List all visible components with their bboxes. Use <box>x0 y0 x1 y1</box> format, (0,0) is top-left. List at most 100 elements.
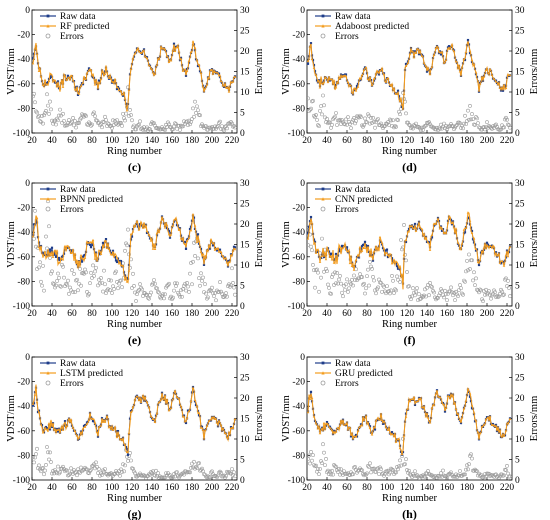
predicted-point <box>135 219 139 223</box>
predicted-point <box>227 90 231 93</box>
y2-axis-title: Errors/mm <box>254 222 265 268</box>
error-point <box>212 294 216 299</box>
error-point <box>208 287 212 292</box>
predicted-point <box>398 446 402 450</box>
predicted-point <box>71 248 75 251</box>
raw-point <box>363 66 367 69</box>
predicted-point <box>65 78 69 81</box>
predicted-point <box>209 237 213 241</box>
error-point <box>51 281 55 286</box>
error-point <box>59 284 63 289</box>
predicted-point <box>508 245 512 248</box>
x-tick-label: 160 <box>165 309 180 319</box>
error-point <box>167 122 171 127</box>
predicted-point <box>85 422 89 425</box>
raw-point <box>89 246 93 249</box>
predicted-point <box>314 421 318 425</box>
raw-point <box>98 253 102 256</box>
error-point <box>79 283 83 288</box>
error-point <box>372 119 376 124</box>
y2-tick-label: 0 <box>240 476 245 486</box>
error-point <box>404 457 408 462</box>
error-point <box>214 474 218 479</box>
predicted-point <box>123 443 127 446</box>
error-point <box>161 292 165 297</box>
predicted-point <box>384 426 388 429</box>
panel-label: (h) <box>402 507 417 520</box>
error-point <box>314 463 318 468</box>
x-tick-label: 160 <box>440 309 455 319</box>
error-point <box>116 286 120 291</box>
predicted-point <box>408 224 412 227</box>
legend-label: Raw data <box>335 12 371 22</box>
error-point <box>378 280 382 285</box>
predicted-point <box>448 396 452 400</box>
raw-point <box>188 227 192 231</box>
x-tick-label: 140 <box>420 136 435 146</box>
predicted-point <box>167 60 171 64</box>
predicted-point <box>458 69 462 73</box>
error-point <box>182 283 186 288</box>
predicted-point <box>181 69 185 72</box>
predicted-point <box>32 61 35 65</box>
predicted-point <box>107 425 111 429</box>
error-point <box>371 275 375 279</box>
raw-point <box>32 404 35 407</box>
error-point <box>133 471 137 476</box>
predicted-point <box>231 249 235 252</box>
error-point <box>315 117 319 122</box>
error-point <box>222 473 226 478</box>
error-point <box>326 121 330 126</box>
raw-point <box>182 414 186 417</box>
error-point <box>112 122 116 127</box>
raw-point <box>114 259 118 262</box>
predicted-point <box>490 73 494 76</box>
error-point <box>315 267 319 272</box>
error-point <box>338 273 342 278</box>
predicted-point <box>312 415 316 418</box>
raw-point <box>217 72 221 75</box>
error-point <box>327 286 331 290</box>
y2-tick-label: 10 <box>240 88 250 98</box>
predicted-point <box>113 252 117 255</box>
predicted-point <box>121 93 125 96</box>
predicted-point <box>426 66 430 69</box>
error-point <box>191 259 195 264</box>
error-point <box>222 128 226 133</box>
error-point <box>188 470 192 475</box>
raw-point <box>56 430 60 433</box>
predicted-point <box>468 219 472 222</box>
predicted-point <box>434 222 438 225</box>
predicted-point <box>402 92 406 96</box>
error-point <box>199 271 203 276</box>
predicted-point <box>452 49 456 53</box>
predicted-point <box>63 74 67 77</box>
error-point <box>157 290 161 295</box>
plot-area <box>307 38 512 133</box>
predicted-point <box>65 424 69 428</box>
raw-point <box>313 240 317 243</box>
predicted-point <box>215 247 219 250</box>
predicted-point <box>410 50 414 53</box>
predicted-point <box>129 410 133 414</box>
predicted-point <box>432 53 436 56</box>
plot-area <box>307 211 512 304</box>
error-point <box>426 282 430 287</box>
predicted-point <box>506 73 510 76</box>
error-point <box>352 465 356 470</box>
y2-axis-title: Errors/mm <box>529 222 540 268</box>
raw-point <box>355 84 359 88</box>
predicted-point <box>366 245 370 249</box>
error-point <box>193 254 197 258</box>
x-tick-label: 120 <box>125 136 140 146</box>
predicted-point <box>446 47 450 50</box>
error-point <box>123 118 127 123</box>
error-point <box>67 472 71 477</box>
predicted-point <box>75 259 79 262</box>
error-point <box>352 273 356 278</box>
y-tick-label: -60 <box>17 253 30 263</box>
predicted-point <box>336 251 340 255</box>
error-point <box>79 465 83 470</box>
error-point <box>307 453 311 458</box>
